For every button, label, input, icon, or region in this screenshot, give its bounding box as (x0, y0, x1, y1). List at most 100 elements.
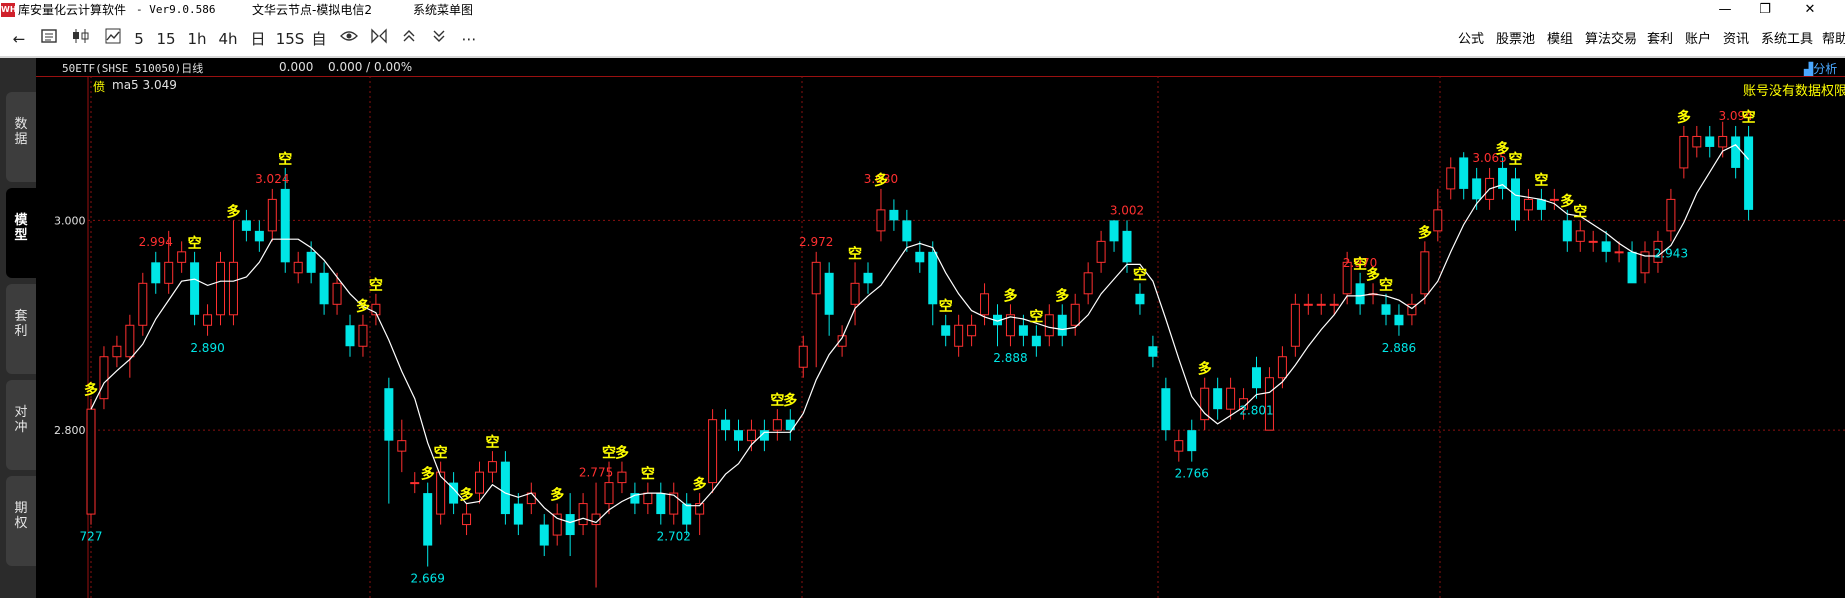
candle-body (513, 503, 523, 525)
candle-body (228, 261, 238, 316)
candle-body (1614, 251, 1624, 254)
short-signal: 空 (641, 466, 655, 483)
line-chart-icon[interactable] (102, 28, 124, 50)
candle-body (138, 282, 148, 326)
menu-module[interactable]: 模组 (1547, 32, 1574, 47)
candle-body (993, 314, 1002, 326)
candle-body (1316, 303, 1326, 306)
candle-body (902, 220, 912, 242)
candle-body (643, 492, 653, 505)
title-bar: WH 库安量化云计算软件 - Ver9.0.586 文华云节点-模拟电信2 系统… (0, 0, 1845, 23)
candle-body (203, 314, 213, 326)
chevron-down-icon[interactable] (428, 28, 450, 50)
mirror-icon[interactable] (368, 28, 390, 50)
restore-icon[interactable]: ❐ (1759, 2, 1771, 17)
high-price-label: 2.972 (799, 235, 833, 249)
tab-arbitrage[interactable]: 套 利 (6, 284, 36, 374)
kline-chart[interactable]: 3.000 2.800 2.994 3.024 2.775 2.972 3.030 3.00… (36, 76, 1845, 598)
candle-body (1174, 440, 1184, 452)
candle-body (1679, 135, 1689, 169)
close-icon[interactable]: ✕ (1804, 2, 1816, 17)
candle-body (1252, 367, 1261, 389)
short-signal: 空 (770, 392, 784, 409)
candle-body (1381, 304, 1391, 315)
short-signal: 空 (434, 445, 448, 462)
high-price-label: 2.775 (579, 466, 613, 480)
period-custom[interactable]: 自 (311, 30, 327, 48)
candle-body (734, 430, 743, 441)
candle-body (682, 503, 692, 525)
more-icon[interactable]: ⋯ (461, 30, 477, 48)
period-5[interactable]: 5 (134, 30, 144, 48)
low-price-label: 2.888 (993, 351, 1027, 365)
short-signal: 空 (278, 151, 292, 168)
candle-body (1511, 178, 1520, 221)
app-version: - Ver9.0.586 (136, 3, 216, 16)
tab-model[interactable]: 模 型 (6, 188, 36, 278)
tab-data[interactable]: 数 据 (6, 92, 36, 182)
candle-body (1264, 377, 1274, 431)
period-day[interactable]: 日 (250, 30, 266, 48)
candle-body (837, 335, 847, 347)
candle-body (216, 261, 225, 316)
low-price-label: 2.886 (1382, 341, 1416, 355)
short-signal: 空 (1573, 203, 1587, 220)
tab-options[interactable]: 期 权 (6, 476, 36, 566)
long-signal: 多 (356, 298, 370, 315)
menu-algo-trading[interactable]: 算法交易 (1585, 32, 1638, 47)
candle-body (1070, 303, 1080, 326)
menu-help[interactable]: 帮助 (1822, 32, 1845, 47)
long-signal: 多 (783, 392, 797, 409)
candle-body (177, 251, 187, 263)
server-node[interactable]: 文华云节点-模拟电信2 (252, 3, 372, 17)
candle-body (462, 513, 472, 526)
eye-icon[interactable] (338, 28, 360, 50)
short-signal: 空 (602, 445, 616, 462)
price-change: 0.000 / 0.00% (328, 60, 413, 74)
back-icon[interactable]: ← (12, 30, 26, 48)
candle-body (1031, 335, 1041, 347)
candle-body (604, 482, 614, 505)
candle-body (164, 261, 174, 284)
candle-body (772, 419, 782, 431)
candle-body (410, 482, 420, 485)
candle-body (1329, 303, 1339, 306)
menu-arbitrage[interactable]: 套利 (1647, 32, 1674, 47)
candle-body (319, 272, 329, 305)
minimize-icon[interactable]: — (1718, 2, 1732, 17)
menu-news[interactable]: 资讯 (1723, 32, 1750, 47)
menu-stock-pool[interactable]: 股票池 (1496, 32, 1536, 47)
period-15s[interactable]: 15S (275, 30, 305, 48)
candle-body (1640, 251, 1650, 274)
candle-body (241, 220, 251, 231)
period-1h[interactable]: 1h (187, 30, 207, 48)
candle-body (358, 324, 368, 347)
analysis-button[interactable]: ▟分析 (1804, 62, 1838, 76)
candle-body (798, 345, 808, 368)
candle-body (345, 325, 355, 347)
candle-body (759, 430, 769, 441)
high-price-label: 2.970 (1343, 256, 1377, 270)
long-signal: 多 (1366, 266, 1380, 283)
candle-body (99, 356, 109, 400)
long-signal: 多 (1055, 287, 1069, 304)
chevron-up-icon[interactable] (398, 28, 420, 50)
menu-account[interactable]: 账户 (1685, 32, 1712, 47)
short-signal: 空 (485, 434, 499, 451)
tab-hedge[interactable]: 对 冲 (6, 380, 36, 470)
y-tick-label: 3.000 (54, 214, 86, 227)
period-15[interactable]: 15 (156, 30, 176, 48)
quote-list-icon[interactable] (38, 28, 60, 50)
candle-body (980, 293, 990, 316)
candle-body (1277, 356, 1287, 379)
menu-formula[interactable]: 公式 (1458, 32, 1485, 47)
system-menu[interactable]: 系统菜单图 (413, 3, 474, 17)
candle-body (552, 513, 562, 536)
candle-body (487, 461, 497, 473)
candle-body (1057, 314, 1067, 336)
menu-system-tools[interactable]: 系统工具 (1761, 32, 1814, 47)
period-4h[interactable]: 4h (218, 30, 238, 48)
candlestick-icon[interactable] (68, 28, 94, 50)
candle-body (941, 325, 951, 336)
short-signal: 空 (1742, 109, 1756, 126)
